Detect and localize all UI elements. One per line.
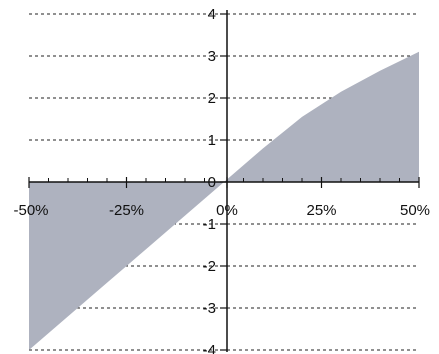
tick-labels: -50% -25% 0% 25% 50% 4 3 2 1 0 -1 -2 -3 -4 xyxy=(13,6,430,354)
x-tick-label: -25% xyxy=(109,202,144,219)
y-tick-label: 2 xyxy=(208,90,216,107)
x-tick-label: 25% xyxy=(306,202,336,219)
area-series xyxy=(29,51,419,351)
y-tick-label: -2 xyxy=(203,258,216,275)
y-tick-label: -4 xyxy=(203,342,216,354)
axes xyxy=(28,10,420,352)
x-tick-label: 50% xyxy=(400,202,430,219)
y-tick-label: 3 xyxy=(208,48,216,65)
y-tick-label: -1 xyxy=(203,216,216,233)
x-tick-label: 0% xyxy=(216,202,238,219)
y-tick-label: 1 xyxy=(208,132,216,149)
y-tick-label: 0 xyxy=(208,174,216,191)
x-tick-label: -50% xyxy=(13,202,48,219)
y-tick-label: 4 xyxy=(208,6,216,23)
y-tick-label: -3 xyxy=(203,300,216,317)
area-fill xyxy=(29,51,419,351)
